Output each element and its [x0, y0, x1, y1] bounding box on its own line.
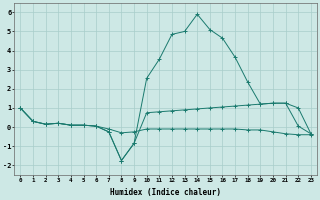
X-axis label: Humidex (Indice chaleur): Humidex (Indice chaleur) — [110, 188, 221, 197]
